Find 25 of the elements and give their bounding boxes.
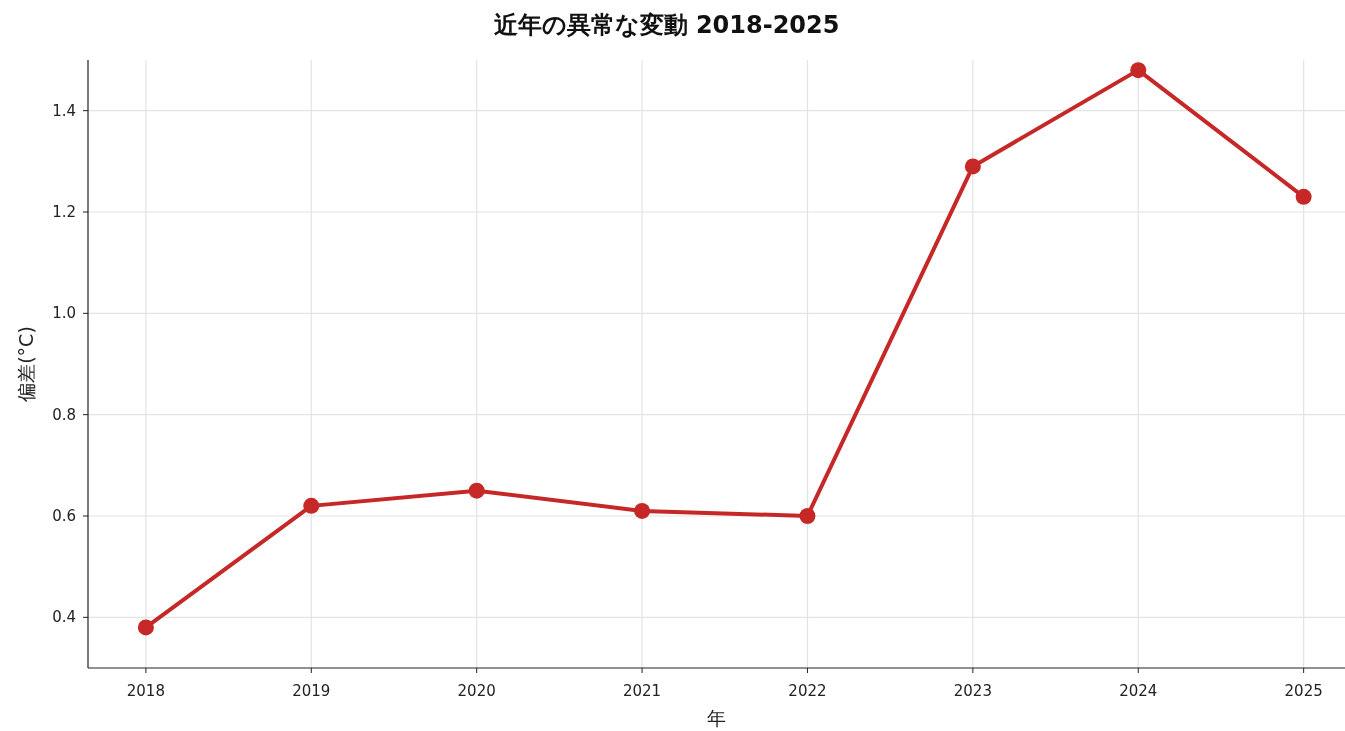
chart-title: 近年の異常な変動 2018-2025 (493, 11, 840, 39)
x-axis-title: 年 (707, 707, 726, 729)
point (799, 508, 816, 524)
y-tick-label: 1.0 (52, 304, 76, 323)
x-tick-label: 2021 (622, 682, 662, 700)
x-tick-label: 2019 (292, 682, 331, 700)
y-tick-label: 1.2 (52, 203, 76, 221)
point (468, 482, 485, 499)
point (303, 497, 320, 514)
y-tick-label: 0.4 (52, 608, 76, 627)
y-tick-label: 0.6 (52, 507, 76, 525)
y-tick-label: 0.8 (52, 405, 76, 424)
x-tick-label: 2023 (953, 682, 992, 700)
point (137, 619, 154, 636)
y-tick-label: 1.4 (52, 101, 76, 120)
y-axis-title: 偏差(°C) (15, 326, 37, 402)
x-tick-label: 2025 (1284, 682, 1323, 700)
x-tick-label: 2020 (457, 682, 496, 700)
point (634, 502, 651, 519)
x-tick-label: 2024 (1119, 682, 1158, 700)
x-tick-label: 2022 (788, 682, 827, 700)
point (1295, 188, 1312, 205)
point (964, 158, 981, 175)
x-tick-label: 2018 (126, 682, 165, 700)
point (1130, 62, 1147, 79)
